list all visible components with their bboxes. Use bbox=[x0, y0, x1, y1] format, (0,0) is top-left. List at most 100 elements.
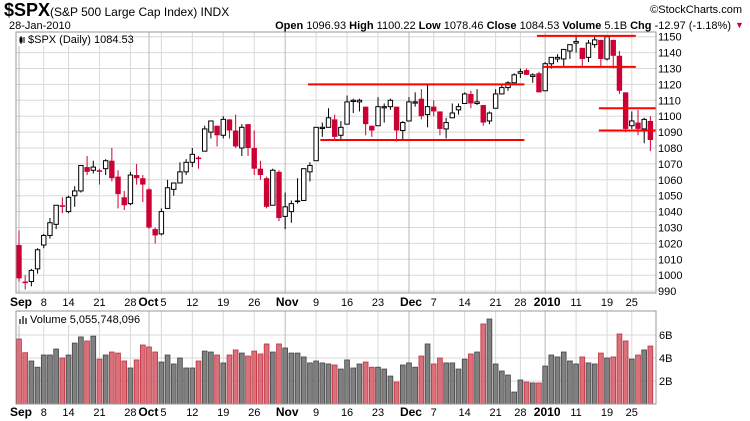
candle-body-filled bbox=[140, 178, 146, 185]
volume-bar bbox=[325, 363, 332, 405]
y-tick-label: 1040 bbox=[658, 207, 682, 219]
volume-bar bbox=[536, 382, 542, 405]
candle-body-hollow bbox=[282, 206, 288, 217]
candle-body-filled bbox=[84, 167, 90, 172]
x-tick-label: Oct bbox=[138, 405, 158, 419]
candle-body-hollow bbox=[65, 196, 72, 213]
x-tick-label: Dec bbox=[400, 405, 422, 419]
candle-body-hollow bbox=[517, 71, 524, 74]
candle-body-hollow bbox=[344, 101, 350, 125]
x-tick-label: 7 bbox=[431, 297, 437, 309]
candle-body-hollow bbox=[443, 122, 449, 130]
candle-body-hollow bbox=[406, 101, 412, 122]
volume-bar bbox=[201, 350, 208, 405]
volume-bar bbox=[505, 374, 511, 405]
candle-body-filled bbox=[579, 47, 585, 59]
candle-body-hollow bbox=[542, 63, 548, 92]
candle-body-filled bbox=[635, 122, 641, 129]
y-tick-label: 1050 bbox=[658, 191, 682, 203]
volume-bar bbox=[189, 367, 196, 405]
volume-bar bbox=[139, 344, 146, 405]
volume-panel-frame bbox=[15, 310, 657, 405]
candle-body-hollow bbox=[90, 166, 96, 171]
candle-body-filled bbox=[294, 200, 301, 203]
volume-bar bbox=[344, 359, 350, 405]
candle-body-hollow bbox=[356, 99, 363, 103]
candle-body-hollow bbox=[499, 87, 505, 95]
volume-bar bbox=[523, 381, 530, 405]
volume-bar bbox=[16, 338, 22, 405]
candle-body-hollow bbox=[239, 126, 245, 149]
candle-body-filled bbox=[431, 106, 437, 112]
volume-bar bbox=[548, 354, 555, 405]
candle-body-hollow bbox=[381, 106, 387, 109]
candle-body-filled bbox=[115, 176, 121, 195]
x-tick-label: 5 bbox=[160, 297, 166, 309]
candle-body-filled bbox=[437, 111, 443, 129]
volume-bar bbox=[78, 336, 84, 405]
volume-bar bbox=[307, 362, 313, 405]
candle-body-hollow bbox=[461, 93, 468, 104]
volume-bar bbox=[387, 375, 394, 405]
volume-bar bbox=[591, 363, 598, 405]
x-tick-label: Sep bbox=[10, 295, 32, 309]
candle-body-hollow bbox=[301, 168, 307, 201]
volume-bar bbox=[65, 354, 72, 405]
volume-bar bbox=[480, 323, 487, 405]
candle-body-filled bbox=[468, 93, 474, 104]
candle-body-hollow bbox=[189, 153, 196, 163]
candle-body-hollow bbox=[319, 126, 326, 130]
copyright-logo[interactable]: ©StockCharts.com bbox=[650, 4, 742, 16]
x-tick-label: 21 bbox=[93, 407, 105, 419]
volume-bar bbox=[356, 363, 363, 405]
x-tick-label: 25 bbox=[626, 297, 638, 309]
candle-body-hollow bbox=[338, 126, 344, 136]
candle-body-filled bbox=[418, 98, 425, 117]
volume-bar bbox=[443, 362, 449, 405]
volume-bar bbox=[208, 351, 214, 405]
volume-bar bbox=[604, 357, 610, 405]
volume-bars bbox=[16, 318, 654, 405]
volume-bar bbox=[214, 354, 220, 405]
volume-bar bbox=[177, 357, 183, 405]
candle-body-filled bbox=[536, 73, 542, 93]
x-tick-label: 12 bbox=[186, 407, 198, 419]
volume-bar bbox=[294, 352, 301, 405]
candle-body-hollow bbox=[208, 120, 214, 133]
volume-bar bbox=[455, 368, 462, 405]
candle-body-hollow bbox=[53, 204, 59, 225]
axes: 1150 1140 1130 1120 1110 1100 1090 1080 1070 1060… bbox=[10, 32, 682, 419]
volume-bar bbox=[393, 381, 400, 405]
candle-body-hollow bbox=[387, 99, 394, 108]
x-tick-label: 19 bbox=[217, 297, 229, 309]
y-tick-label: 1030 bbox=[658, 223, 682, 235]
y-tick-label: 1000 bbox=[658, 270, 682, 282]
candle-body-filled bbox=[331, 119, 338, 137]
candle-body-hollow bbox=[449, 112, 456, 119]
volume-bar bbox=[362, 361, 369, 405]
candle-body-filled bbox=[16, 244, 22, 279]
volume-bar bbox=[28, 360, 35, 405]
volume-bar bbox=[511, 391, 517, 405]
y-tick-label: 1150 bbox=[658, 32, 682, 44]
volume-legend-text: Volume 5,055,748,096 bbox=[30, 314, 140, 326]
candle-body-filled bbox=[393, 106, 400, 131]
candle-body-hollow bbox=[78, 164, 84, 192]
candle-body-filled bbox=[276, 171, 282, 218]
volume-bar bbox=[437, 357, 443, 405]
x-tick-label: 9 bbox=[313, 297, 319, 309]
candle-body-hollow bbox=[307, 164, 313, 173]
volume-bar bbox=[418, 355, 425, 405]
volume-bar bbox=[239, 352, 245, 405]
candle-body-filled bbox=[263, 178, 270, 207]
volume-bar bbox=[313, 360, 319, 405]
volume-bar bbox=[127, 367, 134, 405]
x-tick-label: 19 bbox=[217, 407, 229, 419]
candle-body-hollow bbox=[288, 203, 295, 213]
x-tick-label: 5 bbox=[160, 407, 166, 419]
volume-bar bbox=[183, 367, 189, 405]
candle-body-filled bbox=[598, 39, 604, 59]
candle-body-hollow bbox=[313, 126, 319, 162]
volume-bar bbox=[338, 368, 344, 405]
candle-body-hollow bbox=[591, 39, 598, 46]
